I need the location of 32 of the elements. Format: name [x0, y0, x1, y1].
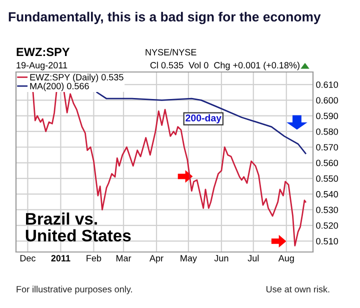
legend-label: EWZ:SPY (Daily) 0.535: [30, 74, 124, 82]
annotation: Brazil vs. United States: [26, 212, 131, 242]
y-tick-label: 0.560: [316, 160, 338, 166]
text: NYSE/NYSE: [146, 48, 196, 56]
x-tick-label: Feb: [86, 254, 102, 262]
text: Cl 0.535 Vol 0 Chg +0.001 (+0.18%): [150, 62, 300, 70]
x-tick-label: Dec: [20, 255, 36, 262]
x-tick-label: Apr: [150, 255, 164, 264]
annotation: 200-day: [186, 114, 222, 124]
y-tick-label: 0.530: [316, 206, 338, 214]
y-tick-label: 0.590: [316, 112, 338, 120]
y-tick-label: 0.570: [316, 144, 338, 150]
y-tick-label: 0.510: [316, 238, 338, 244]
y-tick-label: 0.540: [316, 191, 338, 198]
y-tick-label: 0.610: [316, 81, 338, 88]
x-tick-label: Jun: [214, 255, 228, 262]
legend-label: MA(200) 0.566: [30, 82, 89, 92]
x-tick-label: Jul: [248, 254, 259, 262]
y-tick-label: 0.520: [316, 222, 338, 229]
y-tick-label: 0.550: [316, 175, 338, 182]
text: EWZ:SPY: [16, 48, 70, 56]
line-series: [96, 92, 306, 154]
x-tick-label: 2011: [51, 255, 70, 262]
x-tick-label: Aug: [278, 255, 294, 264]
x-tick-label: Mar: [116, 255, 132, 262]
text: 19-Aug-2011: [16, 62, 68, 70]
text: For illustrative purposes only.: [16, 286, 132, 294]
y-tick-label: 0.600: [316, 97, 338, 104]
text: Use at own risk.: [266, 286, 330, 292]
chart-title: Fundamentally, this is a bad sign for the economy: [8, 12, 321, 24]
y-tick-label: 0.580: [316, 128, 338, 135]
x-tick-label: May: [180, 255, 197, 264]
